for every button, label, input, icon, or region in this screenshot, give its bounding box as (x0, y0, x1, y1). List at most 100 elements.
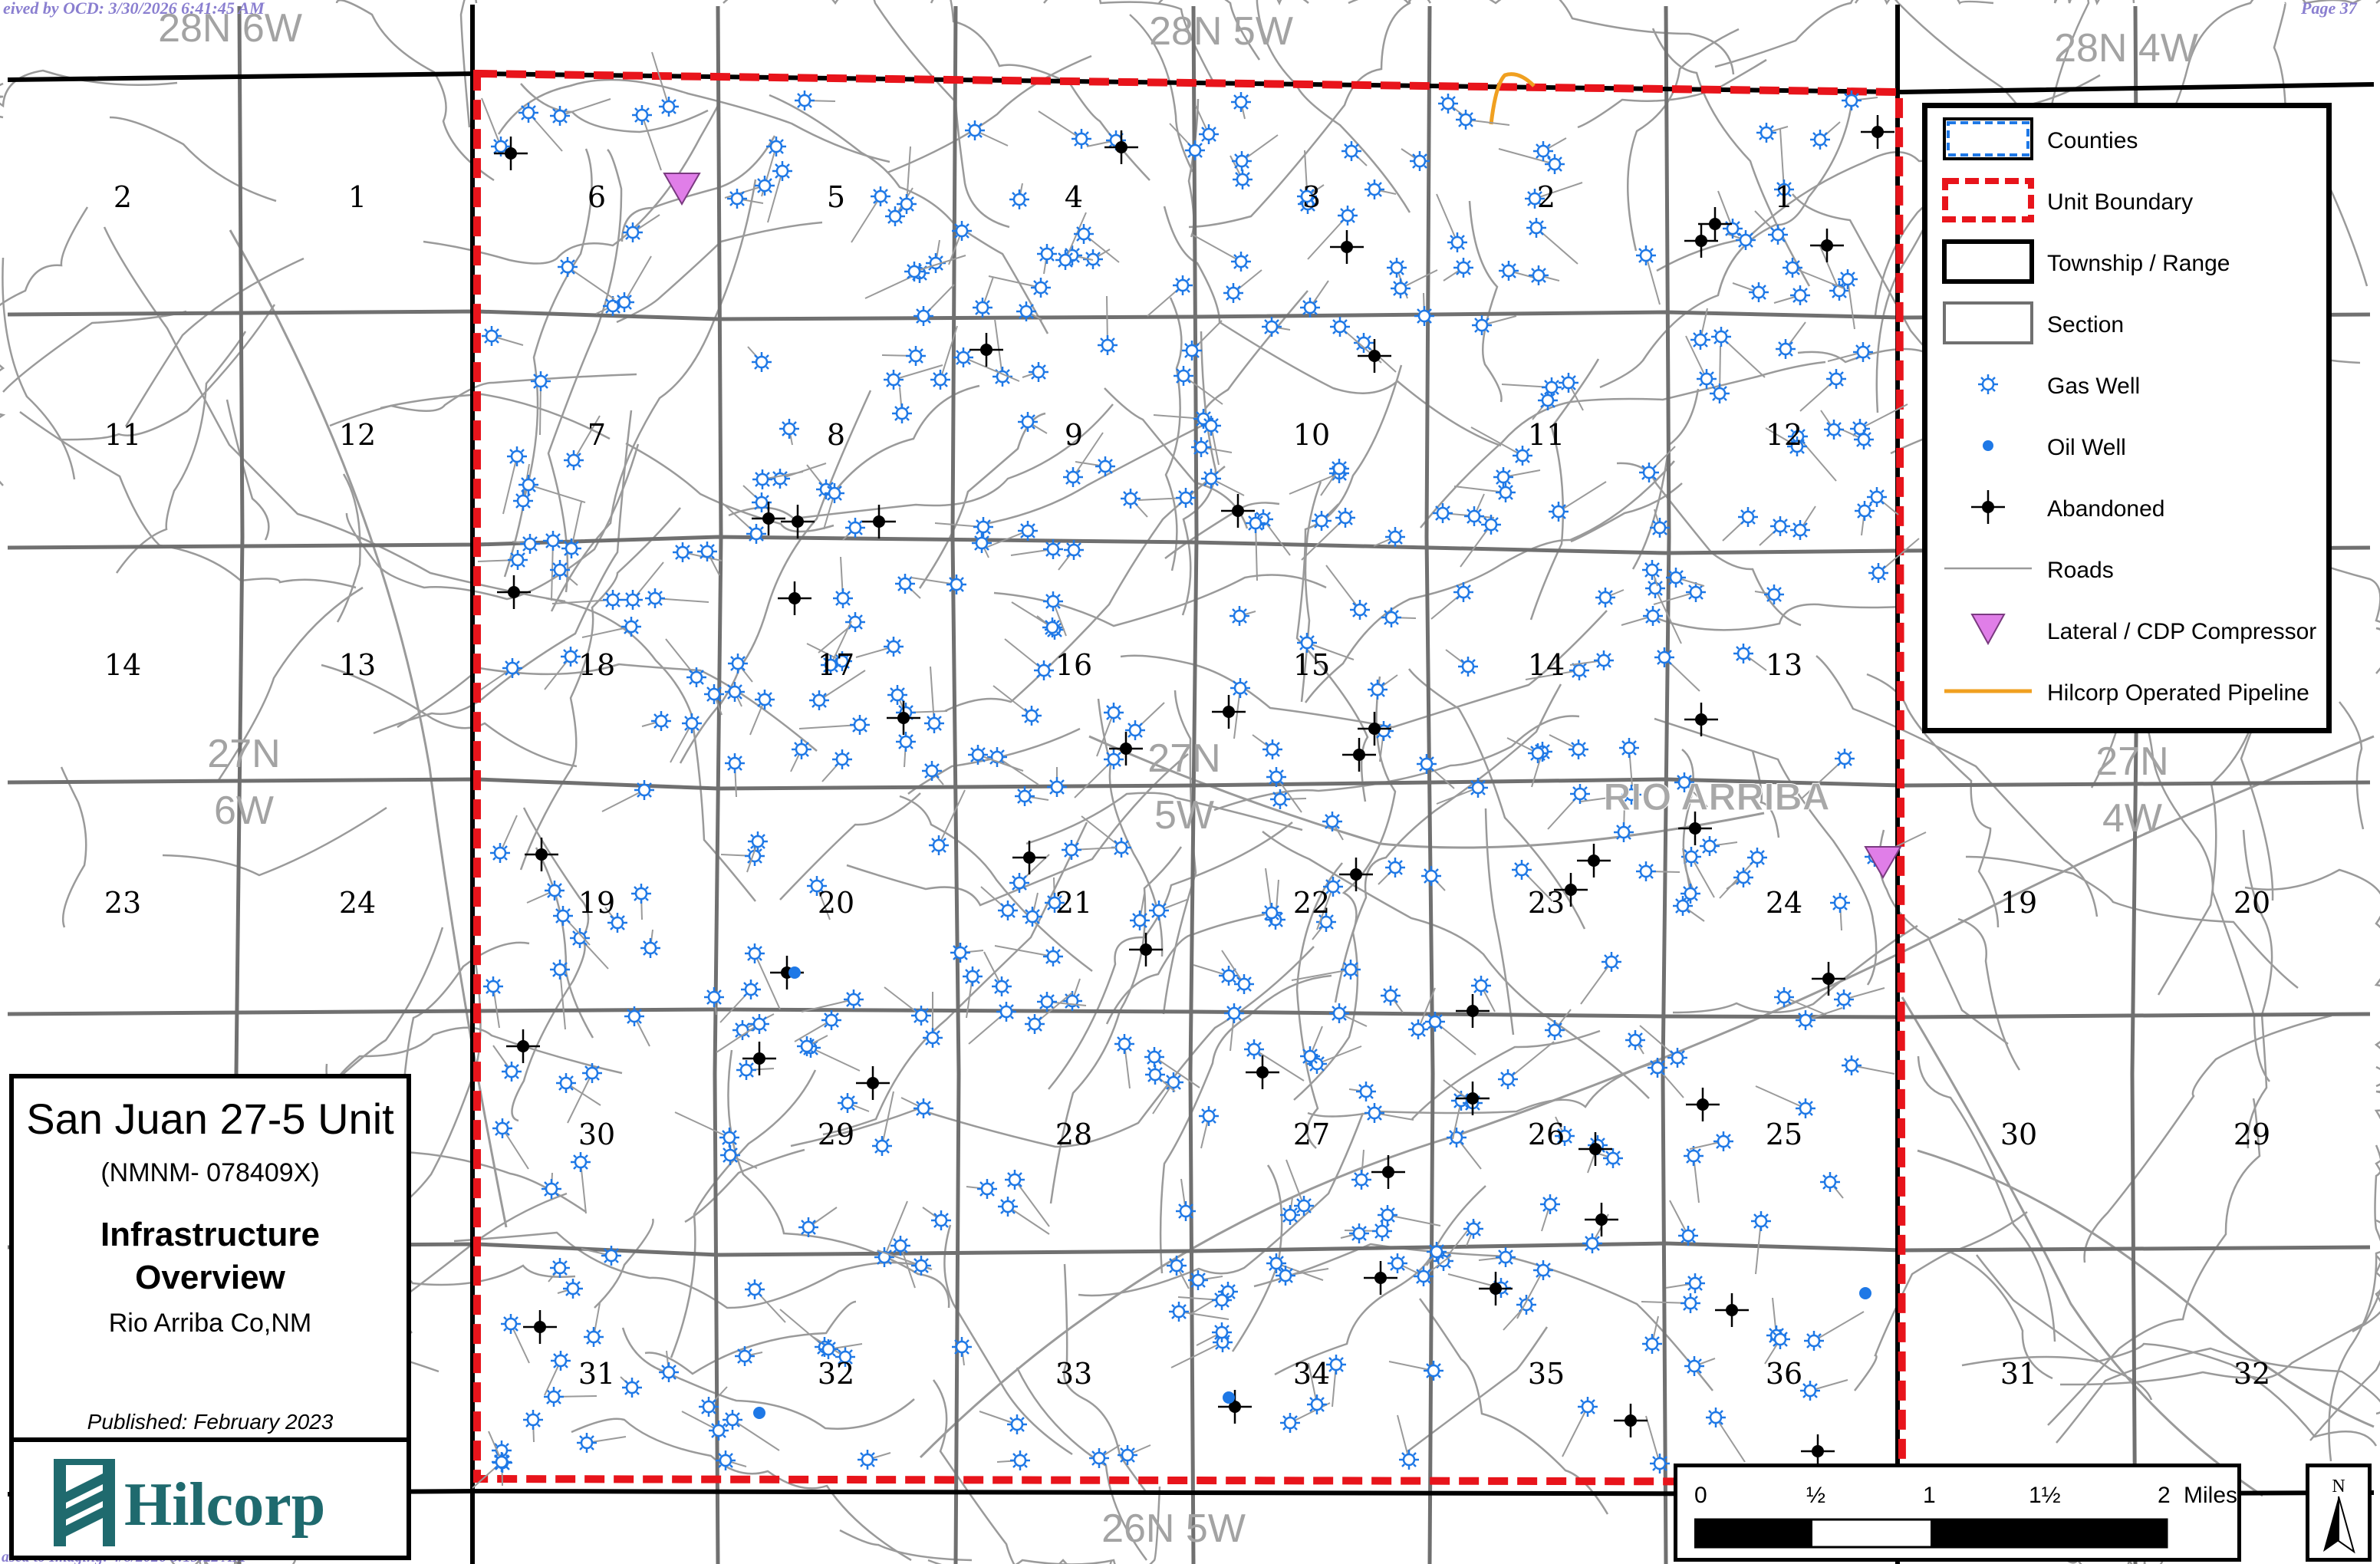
well-lateral (940, 325, 958, 380)
gas-well-icon (1570, 784, 1590, 804)
gas-well-icon (1680, 884, 1700, 904)
gas-well-icon (1700, 836, 1720, 856)
section-label: 33 (1055, 1357, 1092, 1391)
gas-well-icon (520, 534, 540, 554)
gas-well-icon (766, 137, 786, 156)
abandoned-well-icon (1686, 1088, 1720, 1121)
gas-well-icon (871, 186, 890, 206)
gas-well-icon (1338, 206, 1358, 226)
gas-well-icon (1770, 1329, 1790, 1349)
road (1159, 974, 1332, 1274)
gas-well-icon (1578, 1397, 1598, 1417)
gas-well-icon (1388, 1253, 1407, 1273)
gas-well-icon (1853, 342, 1873, 362)
gas-well-icon (1005, 1170, 1025, 1190)
gas-well-icon (1089, 1448, 1109, 1468)
hilcorp-logo: Hilcorp (54, 1459, 325, 1546)
gas-well-icon (845, 518, 865, 538)
well-lateral (571, 501, 582, 549)
gas-well-icon (556, 1073, 576, 1093)
well-lateral (884, 1200, 908, 1258)
gas-well-icon (1421, 866, 1441, 886)
road (2242, 829, 2273, 1149)
gas-well-icon (1425, 1012, 1445, 1032)
road (616, 221, 823, 324)
abandoned-well-icon (506, 1029, 540, 1063)
well-lateral (567, 1072, 593, 1124)
gas-well-icon (1549, 502, 1569, 522)
road (162, 806, 387, 877)
road (790, 946, 1315, 1148)
gas-well-icon (1447, 232, 1467, 252)
section-label: 13 (1766, 648, 1802, 682)
well-lateral (994, 318, 1003, 377)
abandoned-well-icon (1221, 494, 1255, 528)
well-lateral (1289, 1402, 1331, 1424)
gas-well-icon (502, 658, 522, 678)
section-label: 4 (1065, 180, 1083, 214)
gas-well-icon (913, 306, 933, 326)
gas-well-icon (725, 753, 745, 773)
well-lateral (1453, 486, 1506, 493)
well-lateral (565, 1082, 601, 1106)
abandoned-well-icon (1364, 1261, 1397, 1295)
section-label: 32 (2234, 1357, 2270, 1391)
gas-well-icon (845, 612, 865, 632)
gas-well-icon (1648, 1058, 1667, 1078)
gas-well-icon (1341, 960, 1361, 980)
road (1965, 855, 2299, 989)
gas-well-icon (1582, 1233, 1602, 1253)
well-lateral (1038, 110, 1082, 140)
gas-well-icon (1545, 1020, 1565, 1040)
gas-well-icon (1185, 140, 1205, 160)
north-arrow-icon: N (2323, 1477, 2355, 1554)
gas-well-icon (972, 533, 992, 553)
gas-well-icon (818, 1339, 838, 1359)
gas-well-icon (965, 120, 985, 140)
gas-well-icon (1016, 301, 1036, 321)
road (1418, 1298, 1609, 1515)
road (1105, 913, 1266, 1025)
gas-well-icon (1710, 384, 1730, 403)
section-label: 6 (588, 180, 606, 214)
well-lateral (884, 986, 922, 1016)
section-label: 27 (1293, 1118, 1330, 1151)
legend-label: Unit Boundary (2047, 189, 2194, 215)
gas-well-icon (1244, 1039, 1264, 1059)
gas-well-icon (543, 531, 563, 551)
well-lateral (492, 986, 500, 1029)
legend-label: Oil Well (2047, 435, 2126, 460)
road (547, 149, 623, 593)
gas-well-icon (1329, 459, 1349, 479)
road (2048, 0, 2135, 117)
well-lateral (601, 789, 645, 812)
gas-well-icon (872, 1136, 892, 1156)
gas-well-icon (1385, 527, 1405, 547)
well-lateral (1397, 1414, 1410, 1460)
road (453, 1231, 933, 1309)
gas-well-icon (1399, 1450, 1419, 1470)
well-lateral (1792, 267, 1845, 289)
well-lateral (851, 196, 881, 243)
abandoned-well-icon (781, 505, 815, 538)
road (2047, 1098, 2261, 1426)
gas-well-icon (582, 1063, 602, 1083)
gas-well-icon (825, 483, 844, 503)
well-lateral (732, 1419, 780, 1451)
gas-well-icon (1010, 1450, 1030, 1470)
road (1274, 1185, 1486, 1376)
gas-well-icon (1182, 341, 1202, 361)
gas-well-icon (1037, 244, 1057, 264)
road (60, 766, 87, 928)
gas-well-icon (1529, 265, 1549, 285)
township-label: 28N 4W (2054, 26, 2198, 71)
gas-well-icon (884, 370, 904, 390)
gas-well-icon (1329, 1003, 1349, 1023)
gas-well-icon (1842, 91, 1862, 110)
section-label: 25 (1766, 1118, 1802, 1151)
gas-well-icon (725, 682, 745, 702)
road (644, 1300, 857, 1375)
gas-well-icon (1169, 1302, 1189, 1322)
county-text: Rio Arriba Co,NM (108, 1309, 312, 1338)
gas-well-icon (542, 1179, 561, 1199)
